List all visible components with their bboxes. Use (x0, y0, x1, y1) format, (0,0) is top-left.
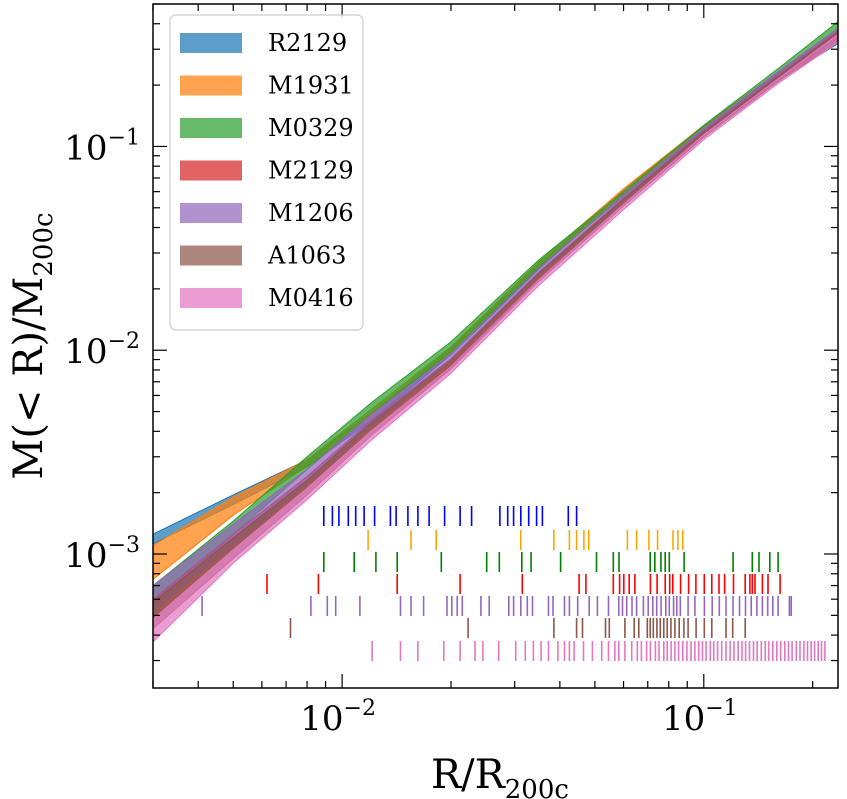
galaxy-tick-layer (201, 506, 826, 661)
y-tick-label: 10−1 (64, 125, 140, 168)
y-tick-label: 10−2 (64, 329, 140, 372)
y-axis-label: M(< R)/M200c (6, 212, 59, 479)
x-tick-label: 10−2 (300, 696, 376, 739)
legend-swatch-m1931 (180, 75, 242, 96)
band-layer (153, 20, 838, 643)
legend-swatch-a1063 (180, 245, 242, 266)
legend-label-m2129: M2129 (268, 157, 354, 185)
legend-swatch-m0329 (180, 118, 242, 138)
legend-swatch-m0416 (180, 288, 242, 308)
legend-label-m0329: M0329 (268, 114, 354, 142)
axes-layer: 10−2 10−1 10−3 10−2 10−1 (64, 3, 839, 739)
legend-swatch-m2129 (180, 160, 242, 181)
plot-frame (152, 3, 839, 689)
x-axis-label: R/R200c (431, 752, 569, 799)
legend-swatch-m1206 (180, 203, 242, 223)
legend-label-m1931: M1931 (268, 72, 354, 100)
axis-labels: R/R200c M(< R)/M200c (6, 212, 569, 799)
legend-swatch-r2129 (180, 33, 242, 53)
legend: R2129 M1931 M0329 M2129 M1206 A1063 M0416 (169, 14, 364, 331)
y-tick-label: 10−3 (64, 533, 140, 576)
band-m0416 (153, 33, 838, 643)
legend-label-m1206: M1206 (268, 199, 354, 227)
legend-label-m0416: M0416 (268, 284, 354, 312)
legend-label-a1063: A1063 (267, 242, 346, 270)
x-tick-label: 10−1 (662, 696, 738, 739)
legend-label-r2129: R2129 (268, 29, 347, 57)
